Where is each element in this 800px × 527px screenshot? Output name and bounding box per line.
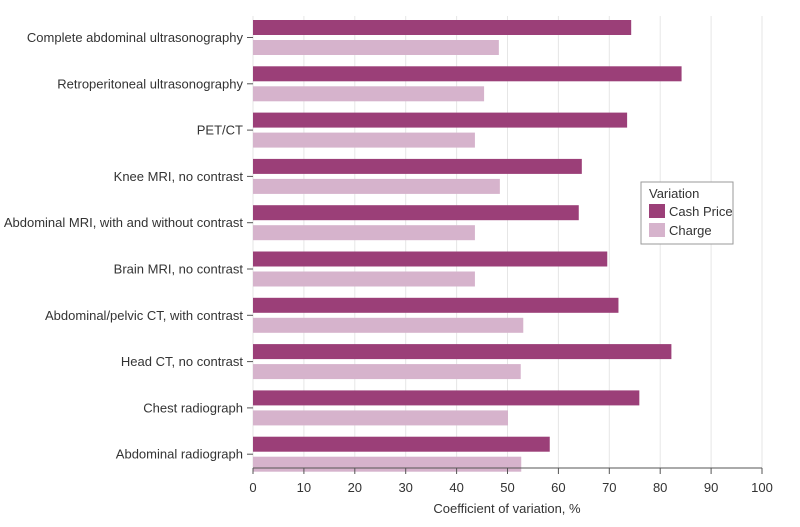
bar-charge [253,271,475,287]
category-label: PET/CT [197,123,243,138]
category-label: Head CT, no contrast [121,354,244,369]
bar-charge [253,132,475,148]
x-tick-label: 20 [348,480,362,495]
x-tick-label: 90 [704,480,718,495]
bar-cash-price [253,66,682,82]
x-tick-label: 80 [653,480,667,495]
bar-cash-price [253,158,582,174]
x-tick-label: 100 [751,480,773,495]
bar-charge [253,410,509,426]
bar-cash-price [253,344,672,360]
legend-swatch-charge [649,223,665,237]
bar-cash-price [253,297,619,313]
category-label: Abdominal/pelvic CT, with contrast [45,308,243,323]
bar-charge [253,364,521,380]
category-label: Retroperitoneal ultrasonography [57,76,243,91]
x-tick-label: 10 [297,480,311,495]
bar-cash-price [253,112,628,128]
x-tick-label: 30 [398,480,412,495]
legend-title: Variation [649,186,699,201]
bar-charge [253,456,522,472]
category-label: Chest radiograph [143,400,243,415]
category-labels: Complete abdominal ultrasonography Retrop… [4,30,253,462]
bar-cash-price [253,251,608,267]
x-tick-label: 60 [551,480,565,495]
category-label: Abdominal radiograph [116,447,243,462]
category-label: Brain MRI, no contrast [114,262,244,277]
category-label: Abdominal MRI, with and without contrast [4,215,244,230]
x-tick-label: 0 [249,480,256,495]
legend-label-charge: Charge [669,223,712,238]
x-axis-title: Coefficient of variation, % [433,501,581,516]
bar-cash-price [253,20,632,35]
bar-cash-price [253,390,640,406]
bar-charge [253,86,485,102]
bar-cash-price [253,205,579,221]
x-axis: 0 10 20 30 40 50 60 70 80 90 100 [249,467,773,495]
legend: Variation Cash Price Charge [640,181,734,245]
bar-charge [253,317,524,333]
x-tick-label: 70 [602,480,616,495]
category-label: Knee MRI, no contrast [114,169,244,184]
x-tick-label: 50 [500,480,514,495]
bar-cash-price [253,436,550,452]
legend-swatch-cash-price [649,204,665,218]
bar-charge [253,40,499,55]
bars [253,20,682,472]
bar-charge [253,225,475,241]
bar-charge [253,178,500,194]
legend-label-cash-price: Cash Price [669,204,733,219]
x-tick-label: 40 [449,480,463,495]
category-label: Complete abdominal ultrasonography [27,30,244,45]
